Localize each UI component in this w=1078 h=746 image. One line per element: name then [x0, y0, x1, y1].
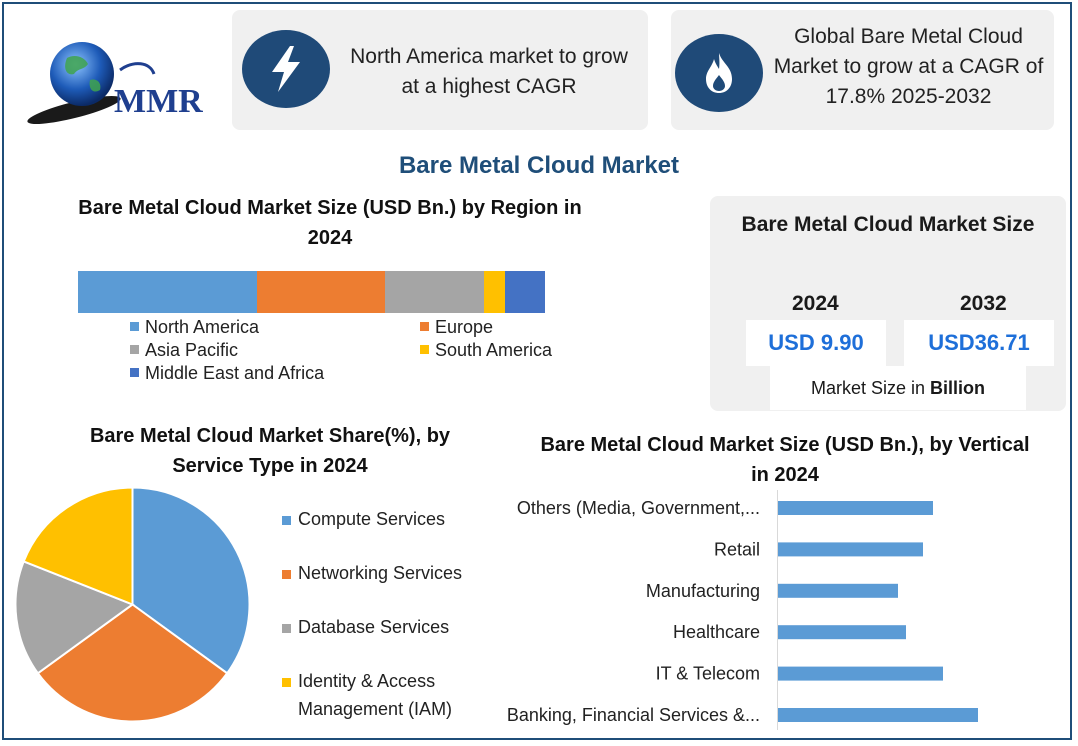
- pie-legend-label: Database Services: [298, 617, 450, 637]
- value-2024: USD 9.90: [746, 320, 886, 366]
- legend-label: South America: [435, 340, 553, 360]
- vertical-chart-title: Bare Metal Cloud Market Size (USD Bn.), …: [540, 434, 1030, 486]
- region-segment-europe: [257, 271, 385, 313]
- card1-text: North America market to grow at a highes…: [350, 45, 628, 98]
- vertical-bar: [778, 666, 943, 681]
- pie-slice-compute-services: [131, 486, 251, 675]
- legend-south-america: South America: [420, 340, 552, 361]
- value-2032: USD36.71: [904, 320, 1054, 366]
- market-size-title: Bare Metal Cloud Market Size: [741, 213, 1035, 236]
- region-segment-asia-pacific: [384, 271, 484, 313]
- highlight-card-cagr: Global Bare Metal Cloud Market to grow a…: [671, 10, 1054, 130]
- vertical-category-label: Others (Media, Government,...: [517, 498, 760, 518]
- pie-legend-item: Networking Services: [282, 559, 498, 587]
- legend-label: Middle East and Africa: [145, 363, 325, 383]
- legend-middle-east-africa: Middle East and Africa: [130, 363, 324, 384]
- lightning-icon: [242, 30, 330, 108]
- market-size-box: Bare Metal Cloud Market Size 2024 2032 U…: [710, 196, 1066, 411]
- pie-legend-label: Identity & Access Management (IAM): [298, 671, 453, 719]
- year-2032: 2032: [960, 292, 1007, 315]
- legend-swatch: [282, 624, 291, 633]
- legend-swatch: [282, 678, 291, 687]
- pie-slice-database-services: [14, 560, 135, 675]
- pie-slice-networking-services: [36, 603, 229, 723]
- legend-label: North America: [145, 317, 260, 337]
- pie-chart-title: Bare Metal Cloud Market Share(%), by Ser…: [89, 425, 451, 477]
- legend-label: Europe: [435, 317, 494, 337]
- vertical-bar: [778, 625, 906, 640]
- legend-swatch: [282, 570, 291, 579]
- vertical-category-label: Retail: [714, 539, 760, 559]
- legend-label: Asia Pacific: [145, 340, 239, 360]
- region-segment-south-america: [483, 271, 505, 313]
- pie-legend-label: Networking Services: [298, 563, 463, 583]
- pie-legend-item: Database Services: [282, 613, 498, 641]
- vertical-category-label: Banking, Financial Services &...: [507, 705, 760, 725]
- unit-bold: Billion: [930, 377, 986, 398]
- vertical-bar: [778, 501, 933, 515]
- market-size-unit: Market Size in Billion: [770, 366, 1026, 410]
- vertical-category-label: Manufacturing: [646, 581, 760, 601]
- unit-prefix: Market Size in: [810, 377, 931, 398]
- vertical-bar: [778, 583, 898, 598]
- main-title: Bare Metal Cloud Market: [398, 152, 680, 179]
- legend-swatch: [282, 516, 291, 525]
- legend-asia-pacific: Asia Pacific: [130, 340, 238, 361]
- region-stacked-bar: [78, 271, 545, 313]
- region-segment-middle-east-and-africa: [504, 271, 545, 313]
- vertical-bar: [778, 708, 978, 722]
- card2-text: Global Bare Metal Cloud Market to grow a…: [773, 25, 1044, 108]
- highlight-card-region: North America market to grow at a highes…: [232, 10, 648, 130]
- pie-slice-identity-access-management-iam: [22, 486, 134, 606]
- year-2024: 2024: [792, 292, 839, 315]
- service-type-pie-chart: [14, 486, 251, 723]
- flame-icon: [675, 34, 763, 112]
- mmr-logo: MMR: [27, 42, 203, 124]
- region-chart-title: Bare Metal Cloud Market Size (USD Bn.) b…: [78, 197, 582, 249]
- vertical-category-label: Healthcare: [673, 622, 760, 642]
- vertical-bar: [778, 542, 923, 557]
- legend-europe: Europe: [420, 317, 493, 338]
- pie-legend-label: Compute Services: [298, 509, 446, 529]
- pie-legend-item: Compute Services: [282, 505, 498, 533]
- vertical-category-label: IT & Telecom: [656, 664, 760, 684]
- legend-north-america: North America: [130, 317, 259, 338]
- pie-legend-item: Identity & Access Management (IAM): [282, 667, 498, 723]
- region-segment-north-america: [78, 271, 258, 313]
- vertical-bar-chart: Others (Media, Government,... Retail Manuf…: [507, 490, 978, 730]
- logo-text: MMR: [114, 83, 203, 120]
